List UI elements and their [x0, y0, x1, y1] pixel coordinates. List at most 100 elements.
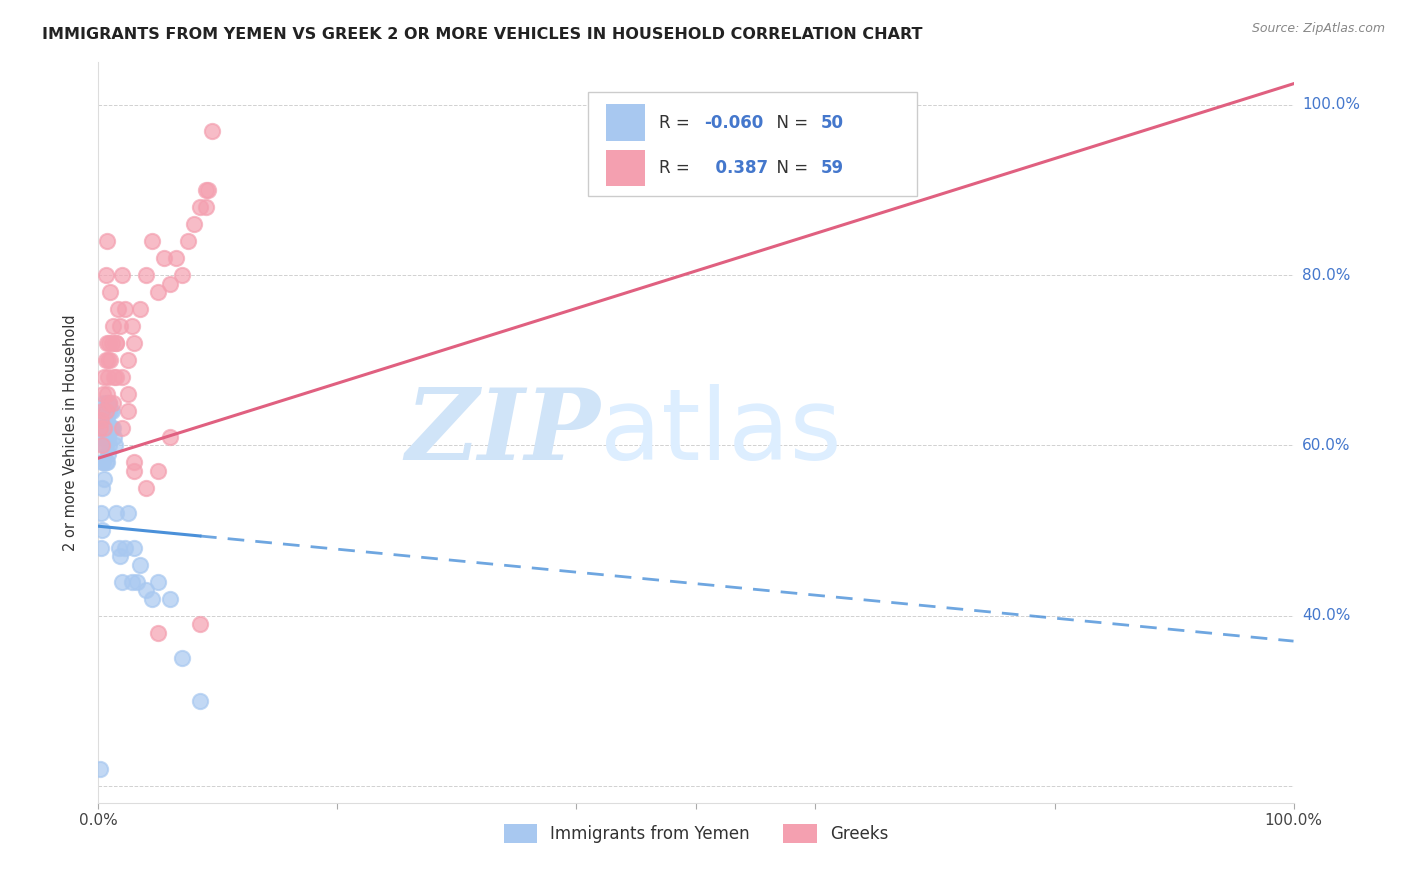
Point [105, 336, 128, 351]
Point [153, 251, 176, 265]
Point [117, 507, 139, 521]
Text: R =: R = [659, 159, 695, 177]
Point [148, 625, 170, 640]
Text: IMMIGRANTS FROM YEMEN VS GREEK 2 OR MORE VEHICLES IN HOUSEHOLD CORRELATION CHART: IMMIGRANTS FROM YEMEN VS GREEK 2 OR MORE… [42, 27, 922, 42]
Point [141, 591, 163, 606]
Point [188, 200, 211, 214]
Point [111, 370, 134, 384]
Point [101, 421, 124, 435]
Point [98, 421, 122, 435]
Point [117, 404, 139, 418]
Point [94, 268, 117, 283]
Point [100, 336, 122, 351]
Text: ZIP: ZIP [405, 384, 600, 481]
Point [177, 234, 200, 248]
Point [93, 438, 115, 452]
Text: 59: 59 [820, 159, 844, 177]
Point [98, 438, 121, 452]
Y-axis label: 2 or more Vehicles in Household: 2 or more Vehicles in Household [63, 314, 77, 551]
Point [108, 319, 131, 334]
Point [100, 404, 122, 418]
Point [159, 430, 181, 444]
Point [91, 404, 114, 418]
Point [188, 694, 211, 708]
Point [98, 396, 121, 410]
Point [96, 413, 118, 427]
Point [91, 387, 114, 401]
FancyBboxPatch shape [606, 150, 644, 186]
Point [195, 183, 218, 197]
Point [183, 217, 205, 231]
Point [121, 574, 143, 589]
Point [117, 387, 139, 401]
Point [105, 507, 128, 521]
Point [98, 404, 122, 418]
Point [91, 481, 114, 495]
Point [188, 617, 211, 632]
Point [148, 574, 170, 589]
Point [94, 404, 117, 418]
Point [121, 319, 143, 334]
Point [93, 396, 115, 410]
FancyBboxPatch shape [589, 92, 917, 195]
Point [94, 438, 117, 452]
Point [94, 353, 117, 368]
Point [93, 421, 115, 435]
Point [165, 251, 187, 265]
Point [114, 541, 136, 555]
Point [97, 404, 120, 418]
Point [96, 387, 118, 401]
Point [135, 268, 157, 283]
Point [97, 353, 120, 368]
Point [101, 396, 124, 410]
Point [96, 430, 118, 444]
Point [129, 558, 152, 572]
Point [93, 370, 115, 384]
Point [94, 404, 117, 418]
Text: -0.060: -0.060 [704, 113, 763, 132]
Point [172, 268, 194, 283]
Point [94, 455, 117, 469]
Point [159, 591, 181, 606]
Point [91, 524, 114, 538]
Point [111, 268, 134, 283]
Point [108, 549, 131, 563]
Point [129, 302, 152, 317]
Legend: Immigrants from Yemen, Greeks: Immigrants from Yemen, Greeks [496, 817, 896, 850]
Point [90, 507, 112, 521]
Point [97, 447, 120, 461]
Point [111, 574, 134, 589]
Point [98, 421, 121, 435]
Point [91, 430, 114, 444]
Point [98, 336, 121, 351]
Point [96, 396, 118, 410]
Point [159, 277, 181, 291]
Point [98, 396, 121, 410]
Text: 40.0%: 40.0% [1302, 608, 1350, 624]
Point [98, 353, 122, 368]
Point [96, 455, 118, 469]
Point [94, 421, 117, 435]
Point [107, 302, 129, 317]
Point [91, 455, 114, 469]
Text: 100.0%: 100.0% [1302, 97, 1360, 112]
Point [103, 370, 125, 384]
Point [105, 336, 128, 351]
Text: 80.0%: 80.0% [1302, 268, 1350, 283]
Point [125, 574, 148, 589]
Point [91, 455, 114, 469]
Point [104, 438, 127, 452]
Point [111, 421, 134, 435]
Point [124, 541, 146, 555]
Point [114, 302, 136, 317]
Point [93, 421, 115, 435]
Text: 0.387: 0.387 [704, 159, 769, 177]
Point [201, 123, 224, 137]
Point [96, 336, 118, 351]
Text: R =: R = [659, 113, 695, 132]
Text: atlas: atlas [600, 384, 842, 481]
Point [124, 455, 146, 469]
Point [97, 370, 120, 384]
Point [90, 541, 112, 555]
Point [195, 200, 218, 214]
